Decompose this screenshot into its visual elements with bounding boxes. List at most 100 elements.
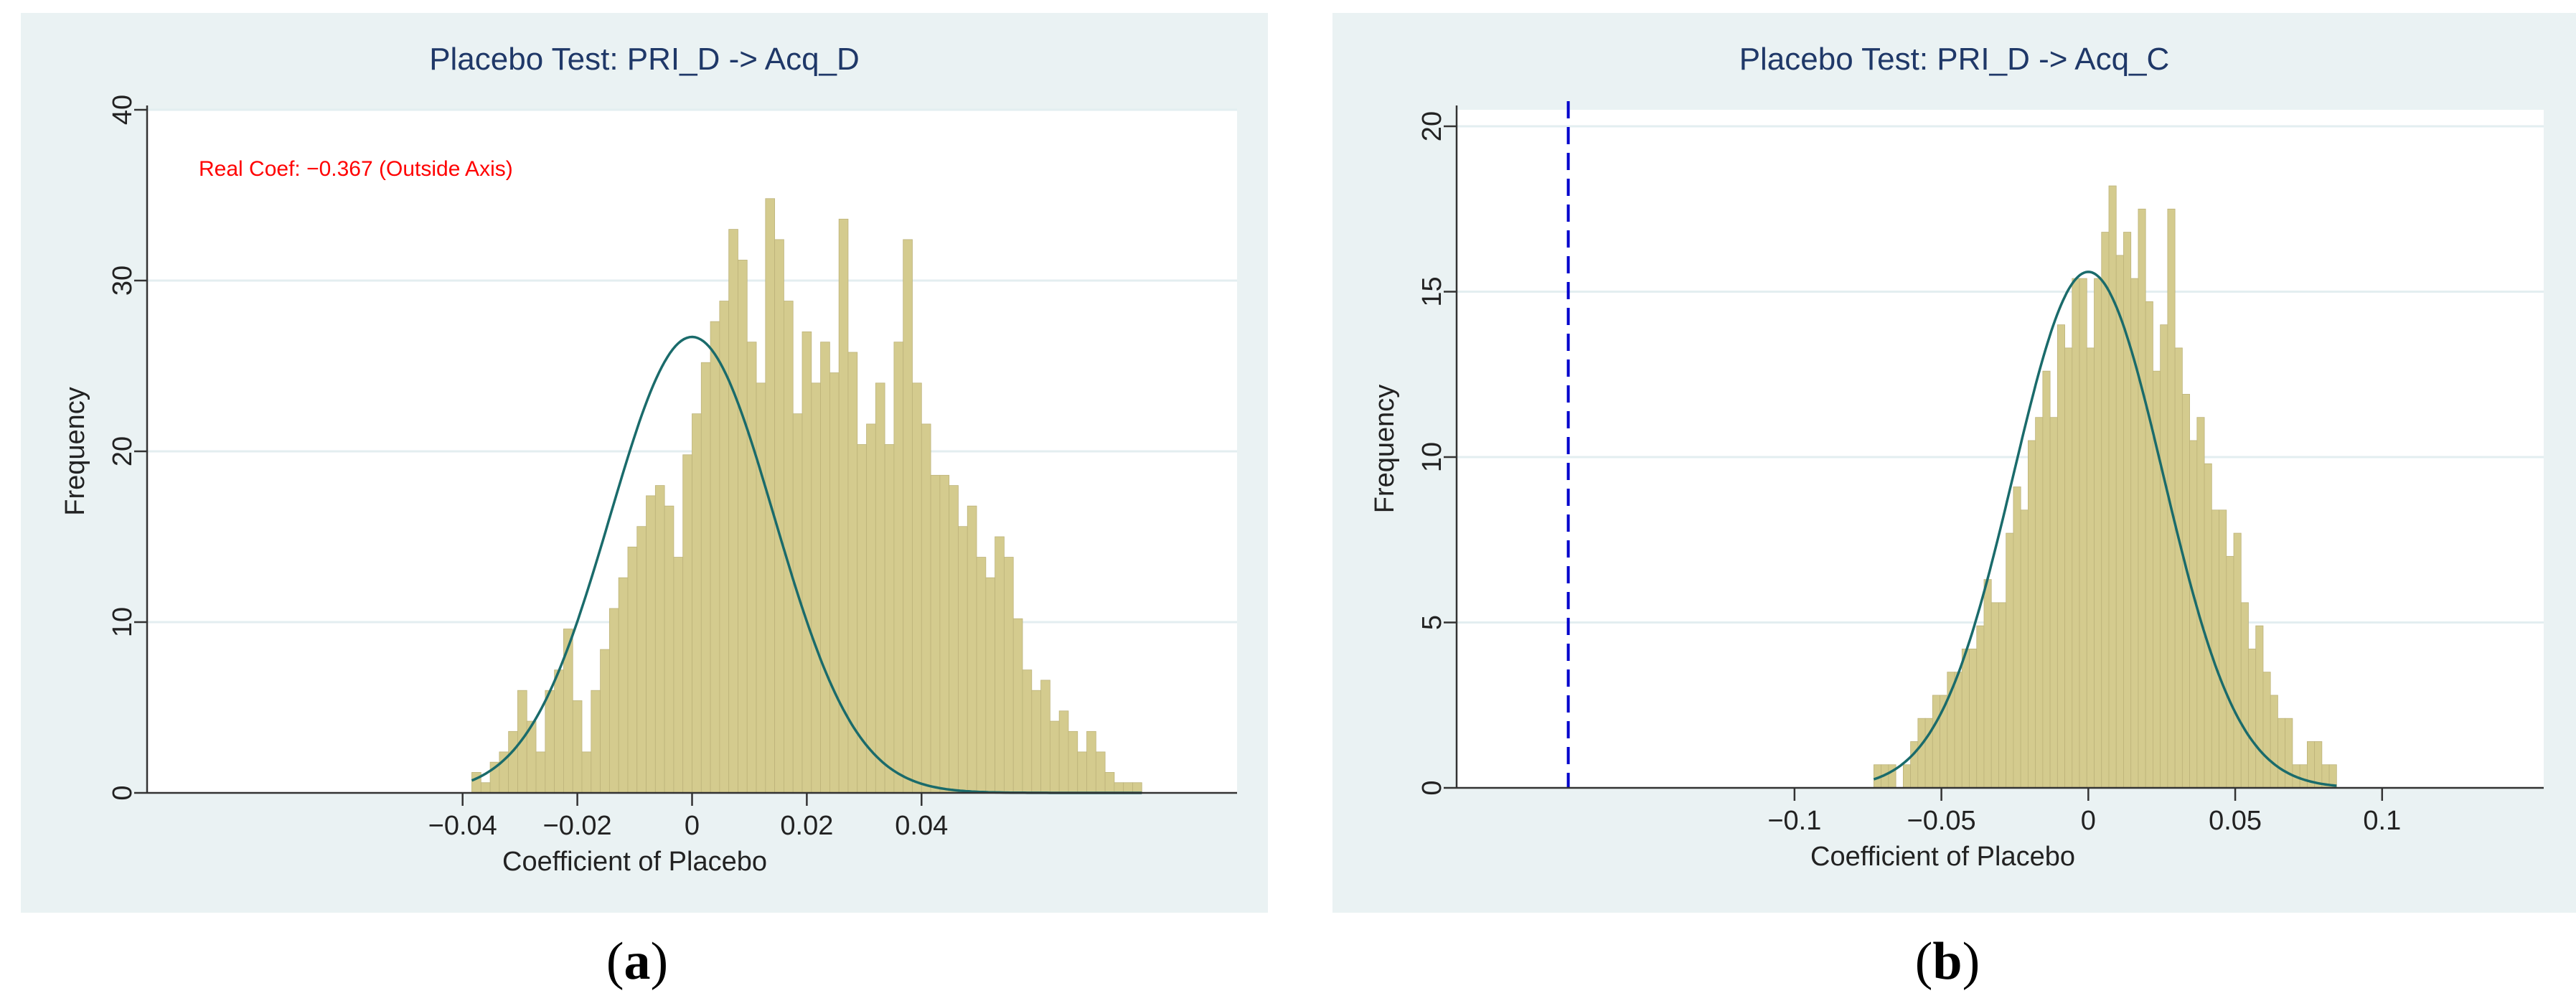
histogram-bar — [2262, 672, 2271, 789]
histogram-bar — [554, 669, 564, 794]
histogram-bar — [508, 730, 518, 794]
histogram-bar — [930, 474, 941, 794]
histogram-bar — [1095, 751, 1106, 794]
histogram-bar — [2138, 208, 2146, 789]
histogram-bar — [1969, 648, 1978, 789]
histogram-bar — [2219, 509, 2227, 789]
histogram-bar — [2072, 278, 2080, 789]
histogram-bar — [2049, 417, 2058, 789]
histogram-bar — [2042, 370, 2051, 789]
histogram-bar — [1123, 782, 1133, 794]
histogram-bar — [985, 577, 996, 794]
chart-title: Placebo Test: PRI_D -> Acq_D — [429, 42, 860, 77]
x-tick-label: 0.05 — [2209, 806, 2262, 836]
histogram-bar — [967, 505, 977, 794]
histogram-bar — [2285, 718, 2293, 789]
histogram-bar — [545, 690, 555, 794]
histogram-bar — [646, 495, 656, 794]
histogram-bar — [2299, 764, 2308, 789]
histogram-bar — [535, 751, 546, 794]
histogram-bar — [949, 485, 959, 794]
x-axis-title: Coefficient of Placebo — [1810, 842, 2075, 872]
histogram-bar — [2255, 625, 2264, 789]
histogram-bar — [2086, 347, 2095, 789]
histogram-bar — [774, 239, 784, 794]
y-axis-title: Frequency — [60, 387, 90, 516]
histogram-bar — [2204, 463, 2212, 789]
histogram-bar — [1932, 695, 1940, 789]
histogram-bar — [664, 505, 674, 794]
normal-density-curve — [1873, 271, 2337, 787]
histogram-bar — [2196, 417, 2205, 789]
histogram-bar — [673, 557, 684, 794]
histogram-bar — [471, 772, 481, 794]
y-tick-label: 30 — [108, 265, 138, 296]
real-coef-annotation: Real Coef: −0.367 (Outside Axis) — [199, 157, 513, 181]
x-tick-label: −0.05 — [1907, 806, 1976, 836]
histogram-bar — [2181, 394, 2191, 789]
x-tick-label: 0 — [2081, 806, 2096, 836]
histogram-bar — [700, 362, 711, 794]
histogram-bar — [2035, 417, 2044, 789]
histogram-bar — [756, 382, 766, 794]
y-axis-title: Frequency — [1370, 385, 1400, 514]
y-tick-label: 10 — [1417, 442, 1447, 472]
histogram-bar — [480, 782, 491, 794]
histogram-bar — [600, 649, 610, 794]
histogram-bar — [2006, 532, 2014, 789]
histogram-bar — [903, 239, 913, 794]
histogram-bar — [1049, 720, 1060, 794]
histogram-bar — [893, 342, 904, 794]
histogram-bar — [2064, 347, 2073, 789]
histogram-bar — [1068, 730, 1078, 794]
y-tick-label: 5 — [1417, 615, 1447, 630]
histogram-bar — [2101, 232, 2110, 789]
y-tick-label: 10 — [108, 607, 138, 637]
histogram-bar — [1004, 557, 1014, 794]
x-tick-label: −0.1 — [1767, 806, 1821, 836]
x-tick-label: −0.02 — [543, 811, 612, 841]
histogram-bar — [738, 260, 748, 794]
histogram-bar — [728, 229, 738, 794]
histogram-bar — [2094, 278, 2102, 789]
y-tick-label: 40 — [108, 95, 138, 125]
histogram-bar — [829, 372, 840, 794]
histogram-bar — [820, 342, 830, 794]
histogram-bar — [2027, 440, 2036, 789]
histogram-bar — [912, 382, 922, 794]
histogram-bar — [1031, 690, 1041, 794]
histogram-bar — [2108, 185, 2117, 789]
histogram-bar — [921, 423, 931, 794]
histogram-bar — [784, 301, 794, 794]
chart-panel-b: Placebo Test: PRI_D -> Acq_C 0 5 10 15 20 −0.… — [1332, 13, 2576, 913]
histogram-bar — [2013, 486, 2021, 789]
histogram-bar — [1917, 718, 1926, 789]
histogram-bar — [2145, 301, 2153, 789]
histogram-bar — [572, 700, 583, 794]
histogram-bar — [581, 751, 592, 794]
histogram-bar — [1104, 772, 1115, 794]
x-tick-label: −0.04 — [428, 811, 497, 841]
histogram-bar — [802, 331, 812, 794]
histogram-bar — [2174, 347, 2183, 789]
histogram-bar — [710, 321, 720, 794]
histogram-bar — [746, 342, 757, 794]
histogram-bar — [1961, 648, 1970, 789]
histogram-bar — [2233, 532, 2242, 789]
histogram-bar — [2270, 695, 2278, 789]
histogram-bar — [692, 413, 702, 794]
histogram-bar — [627, 546, 638, 794]
histogram-bar — [2123, 232, 2132, 789]
y-tick-label: 20 — [1417, 111, 1447, 141]
histogram-bar — [654, 485, 665, 794]
histogram-bar — [2189, 440, 2198, 789]
histogram-bar — [1086, 730, 1096, 794]
caption-b-letter: b — [1932, 932, 1962, 991]
x-tick-label: 0.04 — [895, 811, 948, 841]
histogram-bar — [1990, 602, 1999, 789]
histogram-bar — [1998, 602, 2007, 789]
histogram-bar — [811, 382, 821, 794]
histogram-bar — [884, 444, 895, 794]
histogram-bar — [875, 382, 885, 794]
y-tick-label: 15 — [1417, 276, 1447, 306]
